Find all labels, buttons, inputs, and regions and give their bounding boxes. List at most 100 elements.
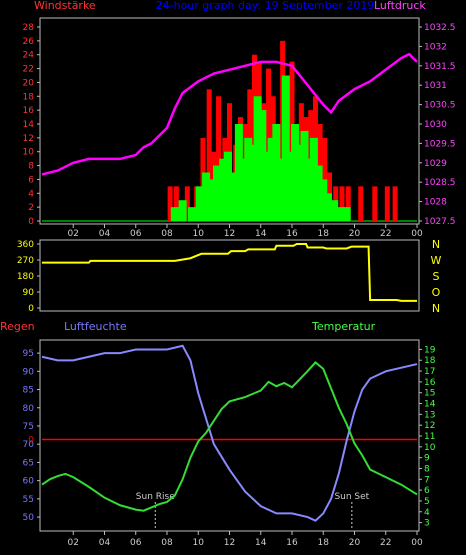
y-left-tick-label: 28 xyxy=(23,23,35,33)
y-right-tick-label: 1030 xyxy=(424,120,447,130)
y-right-tick-label: 1028.5 xyxy=(424,178,456,188)
wind-average-bar xyxy=(277,158,286,221)
wind-average-bar xyxy=(300,130,309,221)
x-tick-label: 22 xyxy=(380,229,391,239)
rain-tick-label: 0 xyxy=(28,435,34,445)
y-left-tick-label: 10 xyxy=(23,148,35,158)
wind-gust-bar xyxy=(184,186,190,221)
wind-average-bar xyxy=(267,137,276,221)
wind-average-bar xyxy=(342,207,351,221)
wind-average-bar xyxy=(309,137,318,221)
wind-average-bar xyxy=(291,124,300,221)
y-left-tick-label: 14 xyxy=(23,120,35,130)
x-tick-label: 02 xyxy=(68,538,79,548)
wind-gust-bar xyxy=(216,96,222,221)
y-left-tick-label: 18 xyxy=(23,92,35,102)
humidity-tick-label: 55 xyxy=(23,495,34,505)
y-left-tick-label: 16 xyxy=(23,106,35,116)
y-left-tick-label: 4 xyxy=(28,189,34,199)
temperature-tick-label: 11 xyxy=(424,432,435,442)
x-tick-label: 06 xyxy=(130,538,142,548)
humidity-tick-label: 60 xyxy=(23,477,35,487)
direction-tick-label: 270 xyxy=(17,256,34,266)
x-tick-label: 18 xyxy=(318,229,330,239)
x-tick-label: 18 xyxy=(318,538,330,548)
sun-marker-label: Sun Rise xyxy=(136,492,175,502)
wind-direction-line xyxy=(42,243,417,302)
wind-average-bar xyxy=(228,172,237,221)
x-tick-label: 06 xyxy=(130,229,142,239)
x-tick-label: 10 xyxy=(193,538,205,548)
wind-gust-bar xyxy=(358,186,364,221)
wind-average-bar xyxy=(314,165,323,221)
y-right-tick-label: 1031.5 xyxy=(424,62,456,72)
humidity-tick-label: 50 xyxy=(23,513,35,523)
wind-average-bar xyxy=(234,124,243,221)
temperature-tick-label: 14 xyxy=(424,400,436,410)
y-left-tick-label: 0 xyxy=(28,217,34,227)
x-tick-label: 02 xyxy=(68,229,79,239)
x-tick-label: 14 xyxy=(255,229,267,239)
wind-average-bar xyxy=(170,207,179,221)
compass-label: S xyxy=(433,270,440,283)
x-tick-label: 04 xyxy=(99,229,111,239)
regen-label: Regen xyxy=(0,320,35,333)
wind-direction-panel xyxy=(39,239,420,312)
wind-average-bar xyxy=(178,200,187,221)
y-right-tick-label: 1029.5 xyxy=(424,139,456,149)
wind-average-bar xyxy=(213,165,221,221)
humidity-tick-label: 90 xyxy=(23,367,35,377)
wind-average-bar xyxy=(330,200,339,221)
wind-gust-bar xyxy=(372,186,378,221)
wind-average-bar xyxy=(305,158,314,221)
temperatur-label: Temperatur xyxy=(311,320,376,333)
x-tick-label: 16 xyxy=(286,538,298,548)
direction-tick-label: 360 xyxy=(17,240,34,250)
wind-average-bar xyxy=(336,207,345,221)
compass-label: O xyxy=(432,286,441,299)
y-left-tick-label: 26 xyxy=(23,37,35,47)
x-tick-label: 00 xyxy=(411,229,423,239)
wind-gust-bar xyxy=(392,186,398,221)
temperature-tick-label: 18 xyxy=(424,356,436,366)
sun-marker-label: Sun Set xyxy=(334,492,369,502)
humidity-tick-label: 85 xyxy=(23,386,34,396)
humidity-tick-label: 65 xyxy=(23,458,34,468)
x-tick-label: 08 xyxy=(161,229,173,239)
x-tick-label: 14 xyxy=(255,538,267,548)
humidity-tick-label: 80 xyxy=(23,404,35,414)
compass-label: N xyxy=(432,238,440,251)
luftfeuchte-label: Luftfeuchte xyxy=(64,320,127,333)
compass-label: W xyxy=(431,254,442,267)
compass-label: N xyxy=(432,302,440,315)
wind-gust-bar xyxy=(384,186,390,221)
wind-average-bar xyxy=(208,179,217,221)
wind-average-bar xyxy=(202,172,211,221)
wind-average-bar xyxy=(319,179,328,221)
wind-average-bar xyxy=(281,75,290,221)
wind-gust-bar xyxy=(167,186,173,221)
wind-average-bar xyxy=(272,124,281,221)
temperature-line xyxy=(41,361,418,512)
temperature-tick-label: 3 xyxy=(424,519,430,529)
y-right-tick-label: 1030.5 xyxy=(424,101,456,111)
wind-average-bar xyxy=(219,158,228,221)
y-right-tick-label: 1027.5 xyxy=(424,217,456,227)
luftdruck-label: Luftdruck xyxy=(374,0,426,12)
x-tick-label: 22 xyxy=(380,538,391,548)
wind-gust-bar xyxy=(345,186,351,221)
pressure-line xyxy=(41,52,418,176)
y-right-tick-label: 1031 xyxy=(424,81,447,91)
y-left-tick-label: 24 xyxy=(23,51,35,61)
y-left-tick-label: 6 xyxy=(28,175,34,185)
x-tick-label: 20 xyxy=(349,538,361,548)
y-right-tick-label: 1028 xyxy=(424,198,447,208)
wind-average-bar xyxy=(239,158,248,221)
wind-gust-bar xyxy=(206,89,212,221)
wind-average-bar xyxy=(188,207,196,221)
direction-tick-label: 180 xyxy=(17,272,34,282)
direction-tick-label: 90 xyxy=(23,288,35,298)
y-left-tick-label: 20 xyxy=(23,78,35,88)
y-right-tick-label: 1032 xyxy=(424,42,447,52)
